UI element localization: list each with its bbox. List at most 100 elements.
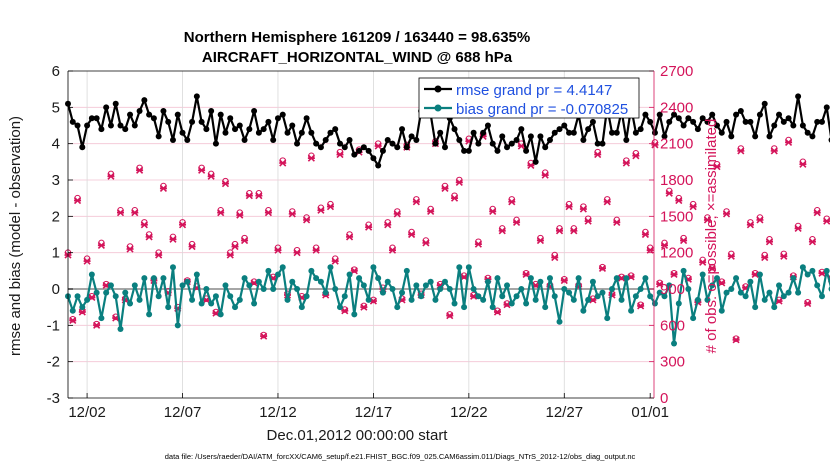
rmse-point	[709, 111, 716, 118]
rmse-point	[279, 111, 286, 118]
rmse-point	[556, 126, 563, 133]
y-tick-label: 6	[52, 63, 60, 80]
x-tick-label: 12/27	[546, 404, 584, 421]
obs-assimilated-point	[765, 238, 774, 246]
rmse-point	[103, 104, 110, 111]
bias-point	[260, 286, 267, 292]
bias-point	[255, 278, 262, 285]
obs-assimilated-point	[178, 221, 187, 229]
bias-point	[737, 289, 744, 296]
bias-point	[303, 293, 310, 300]
bias-point	[141, 275, 148, 282]
obs-possible-point	[360, 302, 368, 310]
bias-point	[566, 289, 573, 296]
rmse-point	[351, 151, 358, 158]
bias-point	[780, 293, 787, 300]
bias-point	[752, 304, 759, 311]
rmse-point	[623, 137, 630, 144]
x-tick-label: 01/01	[631, 404, 669, 421]
rmse-point	[313, 140, 320, 147]
bias-point	[494, 275, 501, 282]
rmse-point	[84, 122, 91, 129]
y-tick-label: 5	[52, 99, 60, 116]
y-tick-label: 4	[52, 136, 60, 153]
bias-point	[523, 300, 530, 307]
bias-point	[317, 278, 324, 285]
y-right-tick-label: 2400	[660, 99, 693, 116]
rmse-point	[179, 129, 186, 136]
bias-point	[561, 286, 568, 292]
obs-assimilated-point	[555, 227, 564, 235]
rmse-point	[790, 122, 797, 129]
obs-assimilated-point	[303, 216, 311, 224]
obs-assimilated-point	[145, 233, 153, 241]
obs-assimilated-point	[761, 253, 769, 262]
x-tick-label: 12/17	[355, 404, 393, 421]
obs-assimilated-point	[651, 141, 659, 149]
obs-assimilated-point	[69, 316, 77, 325]
bias-point	[212, 293, 219, 300]
rmse-point	[370, 155, 377, 162]
rmse-point	[470, 129, 477, 136]
rmse-point	[212, 140, 219, 147]
bias-point	[671, 340, 678, 347]
obs-possible-point	[260, 331, 267, 339]
obs-assimilated-point	[331, 257, 339, 265]
bias-point	[742, 293, 749, 300]
data-file-footer: data file: /Users/raeder/DAI/ATM_forcXX/…	[165, 452, 636, 461]
obs-assimilated-point	[727, 252, 735, 260]
bias-point	[308, 267, 315, 274]
rmse-point	[437, 129, 444, 136]
obs-assimilated-point	[264, 209, 272, 217]
rmse-point	[546, 137, 553, 144]
y-tick-label: -2	[47, 354, 60, 371]
y-right-tick-label: 600	[660, 317, 685, 334]
obs-assimilated-point	[799, 160, 807, 168]
obs-possible-point	[804, 299, 811, 306]
bias-point	[542, 304, 549, 311]
rmse-point	[322, 137, 329, 144]
obs-assimilated-point	[770, 147, 778, 155]
bias-point	[504, 282, 511, 289]
y-tick-label: -1	[47, 317, 60, 334]
y-tick-label: 0	[52, 281, 60, 298]
rmse-point	[360, 144, 367, 151]
bias-point	[351, 311, 358, 318]
rmse-point	[651, 129, 658, 136]
rmse-point	[274, 115, 281, 122]
rmse-point	[823, 104, 830, 111]
rmse-point	[585, 126, 592, 133]
bias-point	[480, 296, 487, 303]
rmse-point	[499, 133, 506, 140]
rmse-point	[704, 118, 711, 125]
bias-point	[570, 296, 577, 303]
bias-point	[437, 286, 444, 292]
obs-assimilated-point	[522, 270, 530, 279]
bias-point	[107, 282, 114, 289]
bias-point	[341, 293, 348, 300]
obs-assimilated-point	[517, 142, 525, 150]
rmse-point	[594, 140, 601, 147]
rmse-point	[656, 111, 663, 118]
obs-assimilated-point	[513, 218, 521, 226]
bias-point	[270, 286, 277, 292]
rmse-point	[251, 107, 258, 114]
rmse-point	[298, 129, 305, 136]
bias-point	[718, 307, 725, 314]
obs-possible-point	[718, 278, 726, 286]
obs-assimilated-point	[498, 227, 506, 235]
rmse-point	[771, 122, 778, 129]
bias-point	[169, 264, 176, 271]
obs-assimilated-point	[231, 243, 239, 251]
rmse-point	[818, 118, 825, 125]
obs-assimilated-point	[107, 172, 115, 180]
rmse-point	[461, 147, 468, 154]
bias-point	[160, 275, 167, 282]
rmse-point	[69, 118, 76, 125]
obs-assimilated-point	[388, 246, 397, 254]
obs-possible-point	[341, 306, 349, 313]
bias-point	[337, 304, 344, 311]
obs-assimilated-point	[660, 241, 669, 249]
obs-assimilated-point	[579, 205, 587, 213]
bias-point	[289, 278, 296, 285]
